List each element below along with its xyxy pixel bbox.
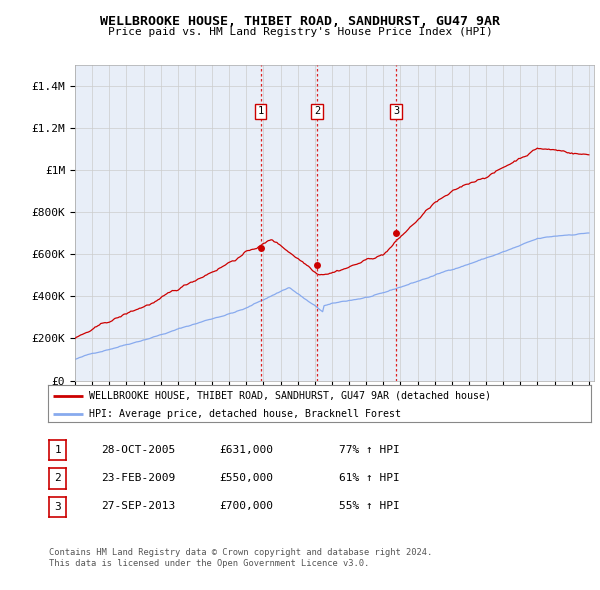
Text: 3: 3: [393, 106, 399, 116]
Text: £550,000: £550,000: [219, 473, 273, 483]
Text: WELLBROOKE HOUSE, THIBET ROAD, SANDHURST, GU47 9AR: WELLBROOKE HOUSE, THIBET ROAD, SANDHURST…: [100, 15, 500, 28]
Text: 1: 1: [54, 445, 61, 455]
Text: 28-OCT-2005: 28-OCT-2005: [101, 445, 175, 454]
Text: 23-FEB-2009: 23-FEB-2009: [101, 473, 175, 483]
Text: Price paid vs. HM Land Registry's House Price Index (HPI): Price paid vs. HM Land Registry's House …: [107, 27, 493, 37]
Text: 27-SEP-2013: 27-SEP-2013: [101, 502, 175, 511]
Text: 77% ↑ HPI: 77% ↑ HPI: [339, 445, 400, 454]
Text: 55% ↑ HPI: 55% ↑ HPI: [339, 502, 400, 511]
Text: £631,000: £631,000: [219, 445, 273, 454]
Text: Contains HM Land Registry data © Crown copyright and database right 2024.
This d: Contains HM Land Registry data © Crown c…: [49, 548, 433, 568]
Text: 2: 2: [314, 106, 320, 116]
Text: 61% ↑ HPI: 61% ↑ HPI: [339, 473, 400, 483]
Text: WELLBROOKE HOUSE, THIBET ROAD, SANDHURST, GU47 9AR (detached house): WELLBROOKE HOUSE, THIBET ROAD, SANDHURST…: [89, 391, 491, 401]
Text: HPI: Average price, detached house, Bracknell Forest: HPI: Average price, detached house, Brac…: [89, 409, 401, 419]
Text: 1: 1: [257, 106, 263, 116]
Text: 3: 3: [54, 502, 61, 512]
Text: £700,000: £700,000: [219, 502, 273, 511]
Text: 2: 2: [54, 474, 61, 483]
